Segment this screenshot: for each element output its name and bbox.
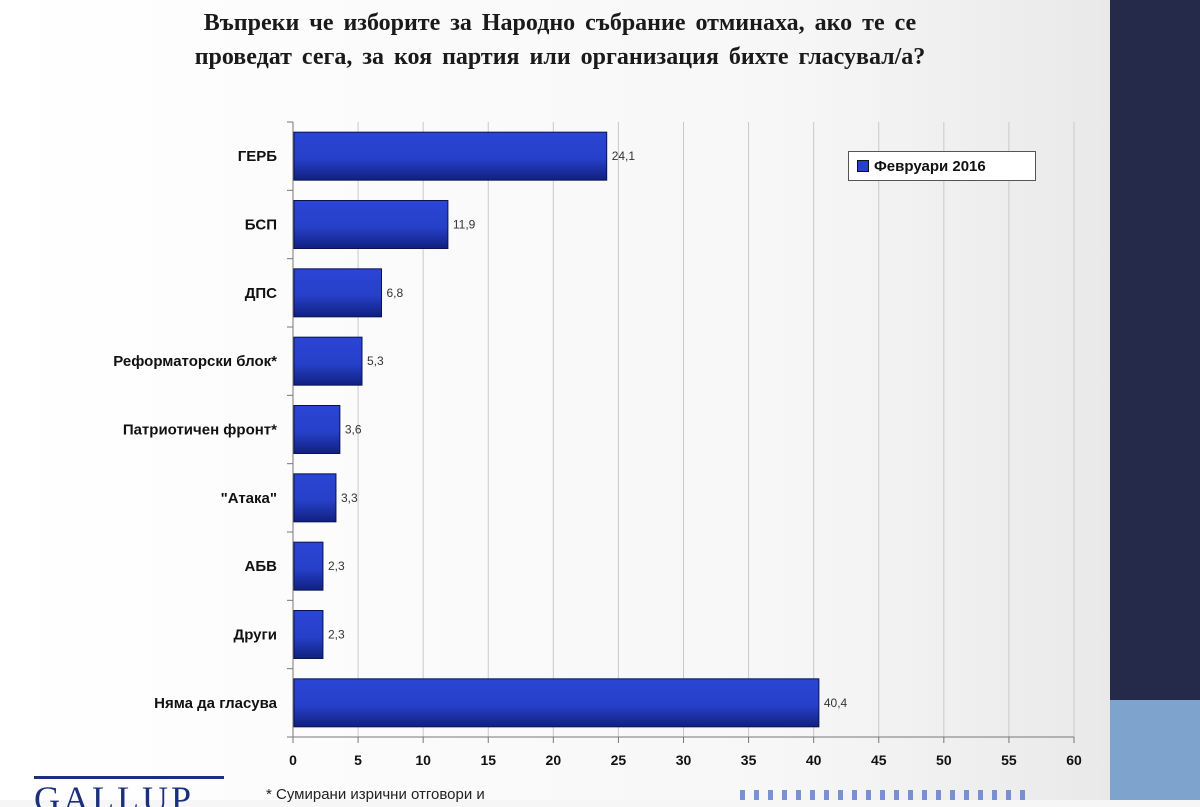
category-label: ДПС [245,285,277,302]
gallup-logo: GALLUP [34,776,224,807]
category-label: БСП [245,217,277,234]
category-label: Патриотичен фронт* [123,422,277,439]
chart-title: Въпреки че изборите за Народно събрание … [20,6,1100,74]
gridlines [357,122,1075,737]
data-label: 11,9 [453,218,476,232]
bars [293,131,820,728]
bar-chart: 0 5 10 15 20 25 30 35 40 45 50 55 60 ГЕРБ 24,1 БСП 11,9 Д… [113,121,1082,768]
x-tick-label: 5 [354,752,362,768]
data-label: 24,1 [612,149,636,163]
legend: Февруари 2016 [848,151,1036,181]
x-tick-label: 60 [1066,752,1082,768]
data-label: 2,3 [328,628,345,642]
x-tick-label: 20 [546,752,562,768]
data-label: 5,3 [367,354,384,368]
chart-title-line-1: Въпреки че изборите за Народно събрание … [203,10,917,36]
labels: 0 5 10 15 20 25 30 35 40 45 50 55 60 ГЕРБ 24,1 БСП 11,9 Д… [113,148,1082,768]
x-tick-label: 0 [289,752,297,768]
x-tick-label: 30 [676,752,692,768]
x-tick-label: 45 [871,752,887,768]
x-tick-label: 35 [741,752,757,768]
category-label: ГЕРБ [238,148,278,165]
bar [293,131,608,181]
category-label: АБВ [245,558,278,575]
footer-decoration [740,790,1030,800]
right-accent-block [1110,700,1200,800]
bar [293,336,363,386]
legend-label: Февруари 2016 [874,157,986,175]
category-label: Реформаторски блок* [113,353,277,370]
bar [293,473,337,523]
x-tick-label: 40 [806,752,822,768]
bar [293,200,449,249]
bar [293,610,324,659]
category-label: "Атака" [221,490,277,507]
data-label: 40,4 [824,696,848,710]
axes [287,121,1075,743]
data-label: 3,6 [345,423,362,437]
right-decorative-band [1110,0,1200,800]
data-label: 6,8 [387,286,404,300]
bar [293,541,324,591]
x-tick-label: 55 [1001,752,1017,768]
bar [293,678,820,728]
legend-swatch [857,160,869,172]
footnote: * Сумирани изрични отговори и [266,786,485,803]
bar [293,405,341,454]
data-label: 3,3 [341,491,358,505]
data-label: 2,3 [328,559,345,573]
x-tick-label: 10 [415,752,431,768]
chart-title-line-2: проведат сега, за коя партия или организ… [194,44,926,70]
x-tick-label: 25 [611,752,627,768]
x-tick-label: 50 [936,752,952,768]
category-label: Няма да гласува [154,695,277,712]
category-label: Други [234,627,277,644]
x-tick-label: 15 [480,752,496,768]
bar [293,268,383,318]
